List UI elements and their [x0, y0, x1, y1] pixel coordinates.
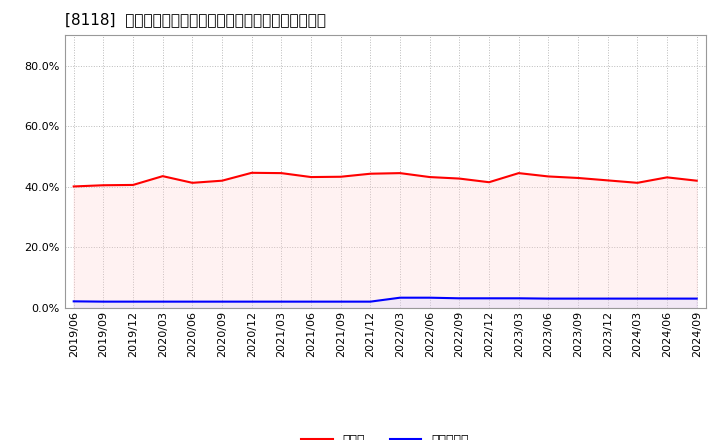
- 現預金: [366, 171, 374, 176]
- 有利子負債: [485, 296, 493, 301]
- 現預金: [188, 180, 197, 185]
- Line: 有利子負債: 有利子負債: [73, 298, 697, 302]
- 有利子負債: [217, 299, 226, 304]
- 有利子負債: [129, 299, 138, 304]
- 有利子負債: [396, 295, 405, 301]
- 有利子負債: [693, 296, 701, 301]
- 有利子負債: [248, 299, 256, 304]
- 現預金: [248, 170, 256, 176]
- 現預金: [426, 174, 434, 180]
- 有利子負債: [366, 299, 374, 304]
- 現預金: [603, 178, 612, 183]
- Line: 現預金: 現預金: [73, 173, 697, 187]
- 有利子負債: [188, 299, 197, 304]
- 現預金: [485, 180, 493, 185]
- 有利子負債: [544, 296, 553, 301]
- 現預金: [277, 170, 286, 176]
- 現預金: [455, 176, 464, 181]
- 有利子負債: [307, 299, 315, 304]
- 有利子負債: [158, 299, 167, 304]
- 現預金: [633, 180, 642, 185]
- 有利子負債: [69, 299, 78, 304]
- 現預金: [158, 173, 167, 179]
- 現預金: [69, 184, 78, 189]
- 有利子負債: [574, 296, 582, 301]
- 現預金: [336, 174, 345, 180]
- 現預金: [99, 183, 108, 188]
- 有利子負債: [455, 296, 464, 301]
- 現預金: [662, 175, 671, 180]
- 現預金: [514, 170, 523, 176]
- 現預金: [574, 175, 582, 180]
- 有利子負債: [336, 299, 345, 304]
- 有利子負債: [662, 296, 671, 301]
- 有利子負債: [633, 296, 642, 301]
- 有利子負債: [603, 296, 612, 301]
- 有利子負債: [514, 296, 523, 301]
- 現預金: [693, 178, 701, 183]
- 現預金: [129, 182, 138, 187]
- 現預金: [396, 170, 405, 176]
- Legend: 現預金, 有利子負債: 現預金, 有利子負債: [297, 429, 474, 440]
- 現預金: [217, 178, 226, 183]
- 有利子負債: [99, 299, 108, 304]
- 現預金: [307, 174, 315, 180]
- 有利子負債: [426, 295, 434, 301]
- 現預金: [544, 174, 553, 179]
- 有利子負債: [277, 299, 286, 304]
- Text: [8118]  現預金、有利子負債の総資産に対する比率の推移: [8118] 現預金、有利子負債の総資産に対する比率の推移: [65, 12, 325, 27]
